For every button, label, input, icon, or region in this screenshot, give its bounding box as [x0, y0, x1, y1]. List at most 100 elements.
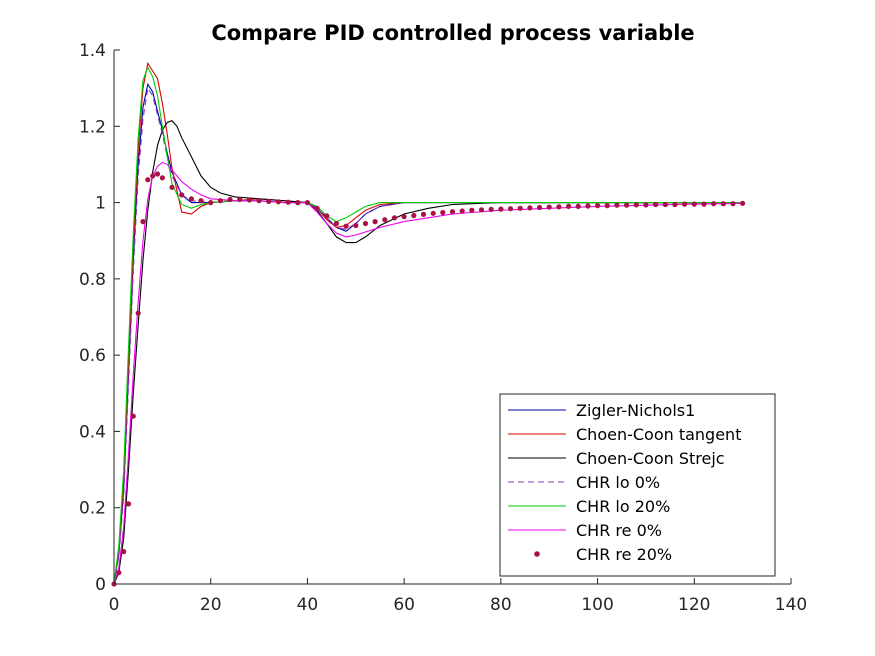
series-6-point [275, 199, 281, 205]
series-6-point [585, 203, 591, 209]
series-6-point [353, 222, 359, 229]
series-6-point [130, 413, 136, 419]
series-6-point [653, 201, 659, 208]
series-6-point [256, 198, 262, 204]
y-tick-label: 1.2 [79, 117, 106, 137]
series-6-point [478, 207, 485, 213]
series-6-point [730, 201, 736, 207]
series-6-point [125, 501, 132, 507]
series-6-point [711, 201, 717, 207]
series-6-point [643, 202, 649, 208]
series-6-point [169, 184, 175, 190]
series-6-point [624, 202, 630, 208]
series-6-point [440, 209, 446, 216]
series-6-point [198, 198, 204, 204]
series-6-point [469, 207, 475, 213]
x-tick-label: 60 [393, 595, 415, 615]
y-tick-label: 0.2 [79, 499, 106, 519]
series-6-point [449, 209, 456, 215]
series-6-point [488, 206, 494, 212]
legend-label: Zigler-Nichols1 [576, 401, 695, 420]
series-6-point [430, 210, 436, 216]
series-6-point [740, 200, 746, 206]
legend-label: CHR re 20% [576, 545, 672, 564]
series-6-point [154, 171, 161, 177]
series-6-point [217, 198, 223, 204]
series-6-point [121, 549, 127, 555]
series-6-point [135, 310, 141, 316]
series-6-point [614, 202, 620, 208]
series-6-point [227, 196, 233, 203]
x-tick-label: 80 [490, 595, 512, 615]
legend-label: CHR re 0% [576, 521, 662, 540]
legend-marker [534, 551, 540, 557]
series-6-point [401, 214, 407, 220]
series-6-point [517, 205, 523, 211]
series-6-point [150, 173, 156, 179]
series-6-point [498, 206, 504, 212]
series-6-point [285, 199, 291, 205]
y-tick-label: 1 [95, 194, 106, 214]
y-tick-label: 0.6 [79, 346, 106, 366]
series-6-point [179, 192, 185, 198]
series-2-line [113, 119, 743, 585]
series-6-point [116, 570, 122, 576]
series-6-point [343, 223, 349, 229]
series-6-point [188, 196, 194, 202]
series-6-point [527, 205, 533, 211]
series-6-point [604, 203, 610, 209]
series-6-point [566, 203, 572, 209]
series-6-point [246, 197, 252, 203]
series-layer [111, 61, 746, 587]
legend-label: CHR lo 20% [576, 497, 670, 516]
axes-layer: 0 20 40 60 80 100 120 140 0 0.2 0.4 0.6 0.8 1 1.2 1.4 [79, 41, 807, 615]
x-tick-label: 40 [297, 595, 319, 615]
series-6-point [507, 206, 514, 212]
x-tick-label: 120 [678, 595, 710, 615]
x-tick-label: 0 [109, 595, 120, 615]
series-6-point [237, 196, 243, 203]
series-6-point [662, 201, 668, 208]
series-6-point [266, 198, 272, 204]
series-6-point [672, 201, 678, 208]
legend-label: CHR lo 0% [576, 473, 660, 492]
series-6-point [546, 204, 552, 210]
series-6-point [701, 201, 707, 207]
legend-label: Choen-Coon tangent [576, 425, 741, 444]
series-6-point [720, 201, 726, 207]
x-tick-label: 100 [581, 595, 613, 615]
y-tick-label: 1.4 [79, 41, 106, 61]
series-6-point [691, 201, 697, 207]
series-6-point [372, 219, 378, 225]
series-6-point [208, 200, 214, 206]
x-tick-label: 20 [200, 595, 222, 615]
y-tick-label: 0 [95, 575, 106, 595]
series-6-point [682, 201, 688, 207]
series-6-point [145, 177, 151, 183]
series-6-point [333, 220, 339, 227]
series-6-point [140, 219, 146, 225]
legend: Zigler-Nichols1 Choen-Coon tangent Choen-C… [499, 393, 776, 577]
series-6-point [595, 203, 601, 209]
series-6-point [362, 220, 369, 227]
x-tick-label: 140 [775, 595, 807, 615]
y-tick-label: 0.4 [79, 422, 106, 442]
series-6-point [633, 202, 639, 208]
series-6-point [159, 175, 165, 181]
series-6-point [575, 203, 581, 209]
series-6-point [295, 200, 301, 206]
series-6-point [304, 200, 310, 206]
series-6-point [536, 204, 543, 211]
series-6-point [459, 208, 465, 214]
series-6-point [411, 212, 417, 219]
series-6-point [556, 204, 562, 210]
series-6-markers [111, 171, 746, 587]
series-6-point [382, 217, 388, 223]
series-6-point [324, 213, 330, 219]
legend-label: Choen-Coon Strejc [576, 449, 725, 468]
series-6-point [314, 205, 320, 211]
chart-title: Compare PID controlled process variable [211, 21, 694, 45]
legend-box [499, 393, 776, 577]
series-6-point [391, 215, 398, 221]
